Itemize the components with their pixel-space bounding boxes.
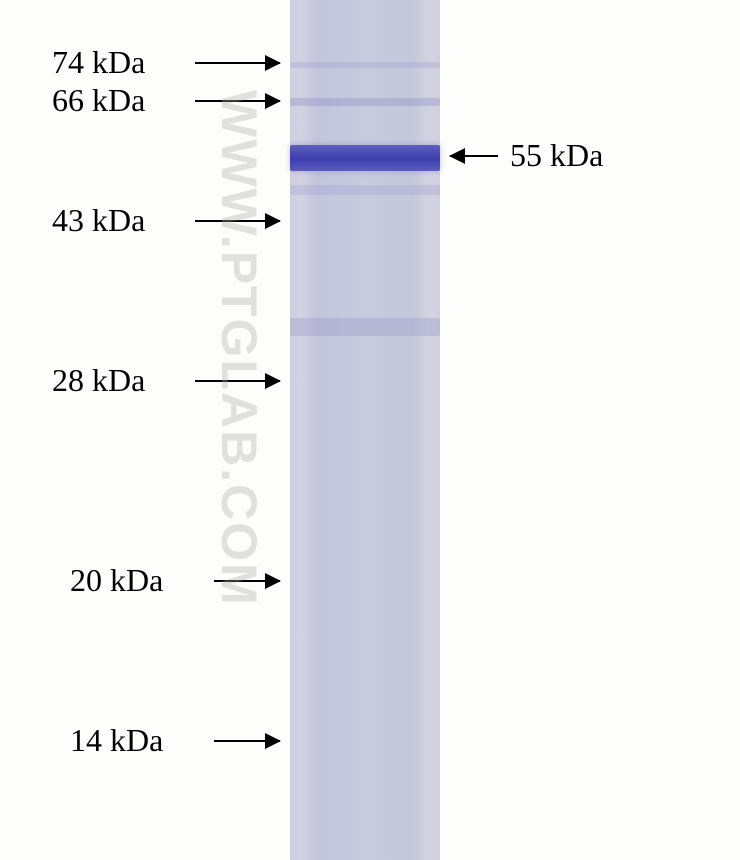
- gel-band-faint: [290, 185, 440, 195]
- marker-arrow-43: [195, 220, 280, 222]
- watermark-text: WWW.PTGLAB.COM: [210, 90, 268, 607]
- marker-label-20: 20 kDa: [70, 562, 163, 599]
- marker-arrow-20: [214, 580, 280, 582]
- gel-band-faint: [290, 318, 440, 336]
- marker-arrow-28: [195, 380, 280, 382]
- gel-band-faint: [290, 62, 440, 68]
- marker-label-14: 14 kDa: [70, 722, 163, 759]
- marker-label-43: 43 kDa: [52, 202, 145, 239]
- marker-arrow-74: [195, 62, 280, 64]
- gel-band-main: [290, 145, 440, 171]
- gel-band-faint: [290, 98, 440, 106]
- marker-arrow-66: [195, 100, 280, 102]
- marker-label-28: 28 kDa: [52, 362, 145, 399]
- product-label-55: 55 kDa: [510, 137, 603, 174]
- marker-label-66: 66 kDa: [52, 82, 145, 119]
- gel-image-container: 74 kDa 66 kDa 43 kDa 28 kDa 20 kDa 14 kD…: [0, 0, 740, 860]
- product-arrow: [450, 155, 498, 157]
- marker-label-74: 74 kDa: [52, 44, 145, 81]
- gel-lane: [290, 0, 440, 860]
- marker-arrow-14: [214, 740, 280, 742]
